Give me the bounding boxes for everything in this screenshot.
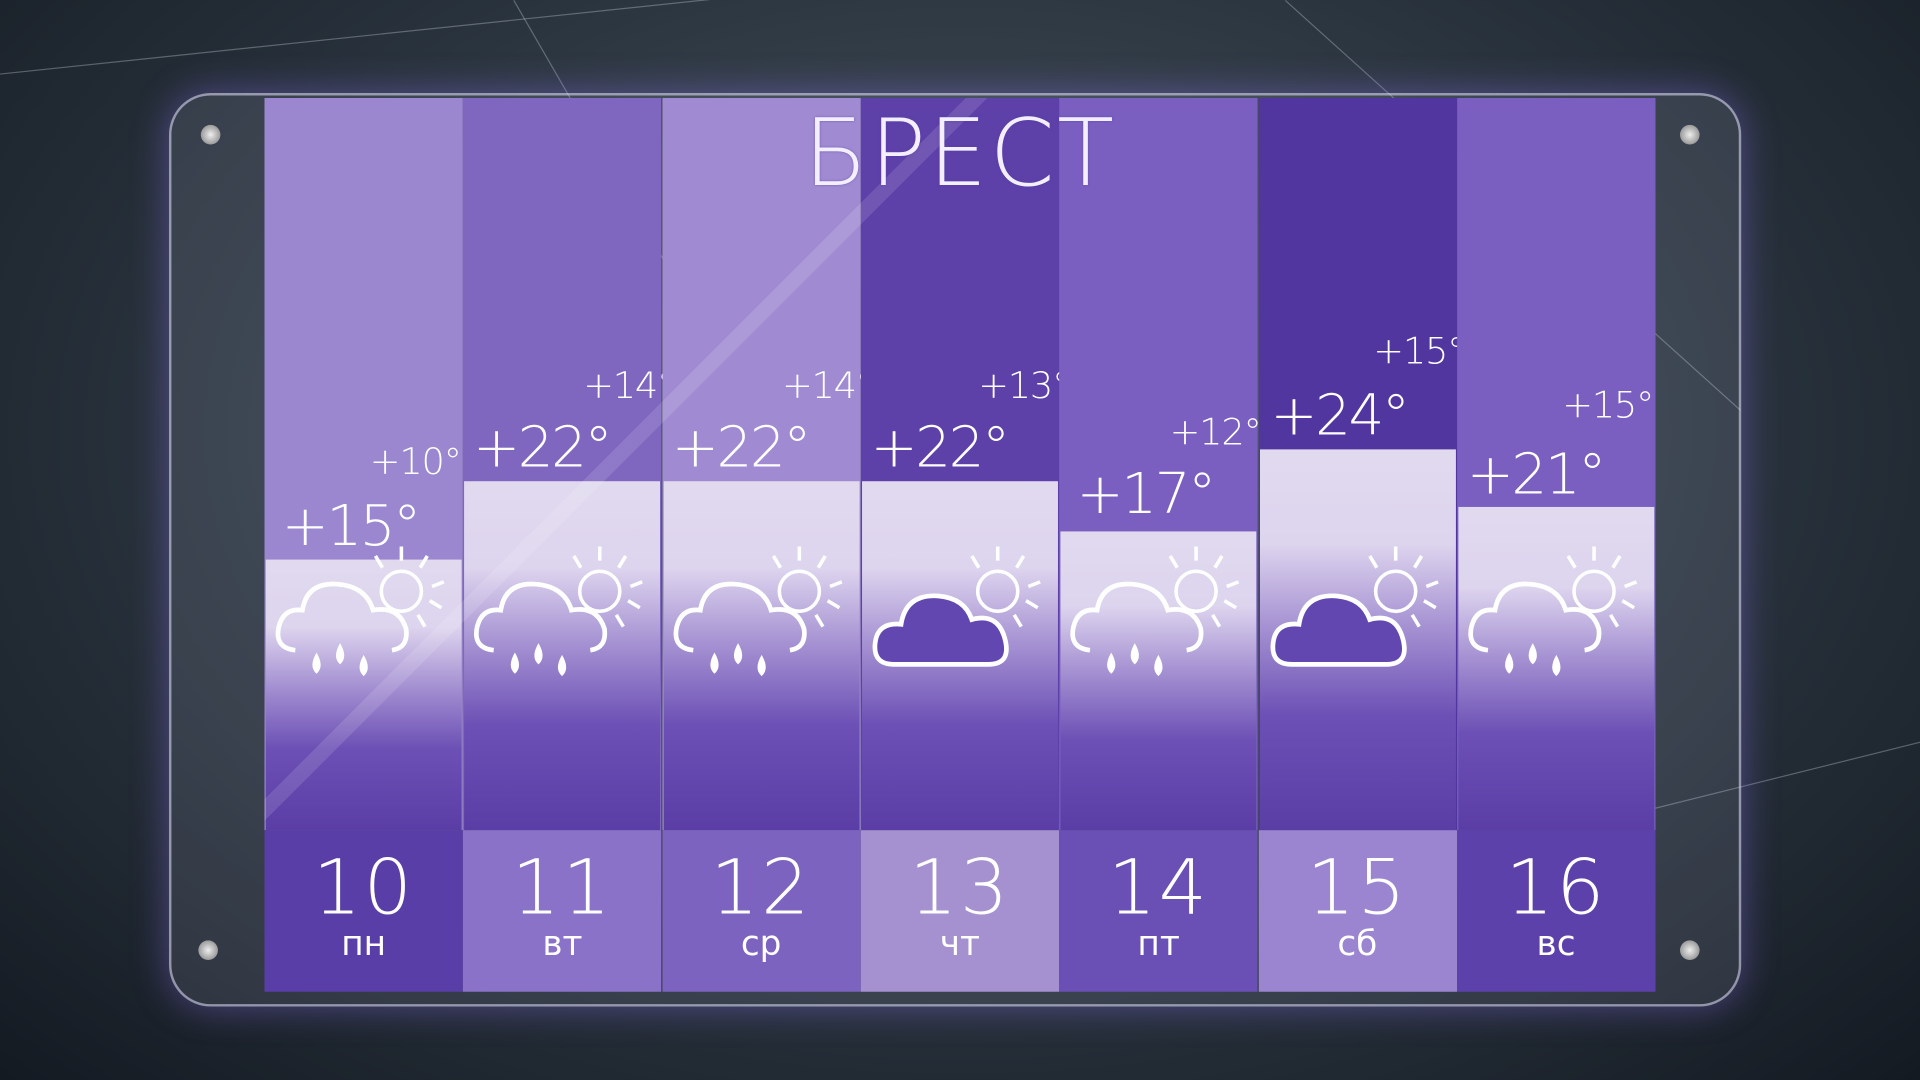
rain-sun-icon	[1059, 539, 1257, 698]
max-temperature: +22°	[870, 413, 1010, 481]
day-number: 13	[909, 842, 1011, 932]
min-temperature: +13°	[978, 364, 1070, 408]
temperature-bar	[1060, 531, 1257, 831]
max-temperature: +21°	[1466, 440, 1607, 507]
weekday: вт	[542, 923, 583, 964]
date-cell: 11 вт	[463, 830, 662, 992]
weekday: пн	[341, 923, 387, 964]
max-temperature: +15°	[281, 492, 422, 559]
rain-sun-icon	[463, 539, 661, 698]
weekday: сб	[1337, 923, 1378, 964]
day-number: 15	[1306, 842, 1409, 932]
day-column: +22° +13° 13 чт	[860, 97, 1070, 992]
day-number: 14	[1107, 842, 1210, 932]
day-number: 10	[312, 842, 415, 932]
min-temperature: +14°	[781, 364, 874, 408]
max-temperature: +17°	[1076, 460, 1217, 527]
forecast-panel: +15° +10° 10 пн +22° +14° 11 вт +22° +14…	[264, 97, 1656, 992]
rain-sun-icon	[1457, 539, 1655, 698]
screw-icon	[200, 124, 221, 145]
rain-sun-icon	[662, 539, 860, 698]
max-temperature: +22°	[671, 413, 812, 481]
weekday: ср	[740, 923, 782, 964]
weekday: чт	[939, 923, 980, 964]
max-temperature: +22°	[473, 413, 613, 481]
screw-icon	[198, 940, 218, 961]
rain-sun-icon	[264, 539, 462, 698]
day-number: 12	[710, 842, 812, 932]
city-title: БРЕСТ	[803, 97, 1117, 207]
day-number: 11	[511, 842, 614, 932]
date-cell: 15 сб	[1258, 830, 1457, 992]
weekday: вс	[1536, 923, 1576, 964]
date-cell: 16 вс	[1456, 830, 1656, 992]
min-temperature: +15°	[1562, 384, 1654, 428]
day-column: +22° +14° 11 вт	[463, 97, 675, 992]
min-temperature: +10°	[369, 440, 462, 484]
temperature-bar	[265, 559, 462, 831]
day-column: +24° +15° 15 сб	[1258, 97, 1465, 992]
min-temperature: +14°	[583, 364, 675, 408]
cloud-sun-icon	[861, 539, 1059, 698]
screw-icon	[1680, 124, 1700, 145]
date-cell: 14 пт	[1059, 830, 1258, 992]
min-temperature: +15°	[1373, 330, 1465, 374]
max-temperature: +24°	[1270, 382, 1410, 449]
screw-icon	[1680, 940, 1700, 961]
cloud-sun-icon	[1258, 539, 1456, 698]
date-cell: 12 ср	[661, 830, 861, 992]
day-number: 16	[1505, 842, 1607, 932]
day-column: +22° +14° 12 ср	[661, 97, 874, 992]
day-column: +17° +12° 14 пт	[1059, 97, 1262, 992]
weekday: пт	[1137, 923, 1180, 964]
date-cell: 10 пн	[264, 830, 463, 992]
background-line	[0, 0, 853, 75]
min-temperature: +12°	[1169, 411, 1262, 455]
day-column: +21° +15° 16 вс	[1456, 97, 1656, 992]
day-column: +15° +10° 10 пн	[264, 97, 463, 992]
date-cell: 13 чт	[860, 830, 1060, 992]
